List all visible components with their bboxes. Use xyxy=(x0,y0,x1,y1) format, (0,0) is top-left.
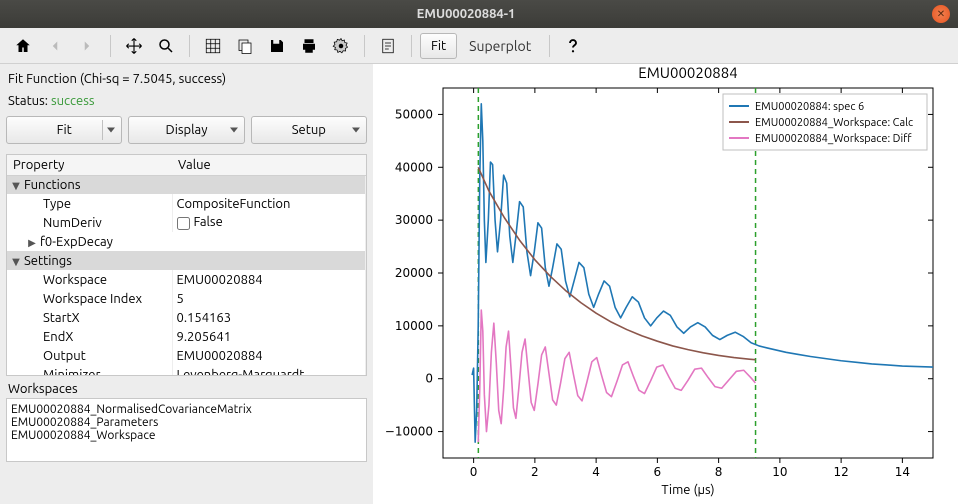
fit-dropdown-button[interactable]: Fit xyxy=(6,116,122,144)
prop-output-key[interactable]: Output xyxy=(7,346,172,365)
help-icon[interactable] xyxy=(558,31,588,61)
prop-workspace-val[interactable]: EMU00020884 xyxy=(172,270,366,289)
svg-text:30000: 30000 xyxy=(395,213,433,227)
pan-icon[interactable] xyxy=(119,31,149,61)
copy-icon[interactable] xyxy=(230,31,260,61)
fit-toolbar-button[interactable]: Fit xyxy=(420,33,457,59)
setup-dropdown-button[interactable]: Setup xyxy=(251,116,367,144)
grid-icon[interactable] xyxy=(198,31,228,61)
svg-text:2: 2 xyxy=(531,465,539,479)
prop-wsindex-val[interactable]: 5 xyxy=(172,289,366,308)
forward-icon xyxy=(72,31,102,61)
svg-text:10: 10 xyxy=(772,465,787,479)
superplot-button[interactable]: Superplot xyxy=(459,38,541,54)
prop-minimizer-key[interactable]: Minimizer xyxy=(7,365,172,376)
workspaces-label: Workspaces xyxy=(6,376,367,398)
zoom-icon[interactable] xyxy=(151,31,181,61)
fit-status: Status: success xyxy=(6,90,367,116)
home-icon[interactable] xyxy=(8,31,38,61)
script-icon[interactable] xyxy=(373,31,403,61)
workspaces-list[interactable]: EMU00020884_NormalisedCovarianceMatrix E… xyxy=(6,398,367,462)
svg-text:0: 0 xyxy=(425,372,433,386)
svg-text:6: 6 xyxy=(654,465,662,479)
prop-numderiv-key[interactable]: NumDeriv xyxy=(7,213,172,232)
print-icon[interactable] xyxy=(294,31,324,61)
settings-icon[interactable] xyxy=(326,31,356,61)
plot-area[interactable]: EMU00020884 0 2 4 6 8 10 12 14 −10000 0 10000 20000 3… xyxy=(373,64,958,504)
section-functions[interactable]: ▼ Functions xyxy=(7,175,366,194)
svg-text:50000: 50000 xyxy=(395,107,433,121)
svg-text:−10000: −10000 xyxy=(385,425,433,439)
prop-type-val[interactable]: CompositeFunction xyxy=(172,194,366,213)
workspace-item[interactable]: EMU00020884_Workspace xyxy=(11,429,362,442)
prop-numderiv-val[interactable]: False xyxy=(172,213,366,232)
chart[interactable]: EMU00020884 0 2 4 6 8 10 12 14 −10000 0 10000 20000 3… xyxy=(373,64,958,504)
window-title: EMU00020884-1 xyxy=(0,7,932,21)
svg-text:EMU00020884_Workspace: Calc: EMU00020884_Workspace: Calc xyxy=(755,117,913,129)
prop-startx-key[interactable]: StartX xyxy=(7,308,172,327)
svg-text:20000: 20000 xyxy=(395,266,433,280)
fit-function-summary: Fit Function (Chi-sq = 7.5045, success) xyxy=(6,68,367,90)
main-toolbar: Fit Superplot xyxy=(0,28,958,64)
prop-f0[interactable]: ▶ f0-ExpDecay xyxy=(7,232,366,251)
svg-text:Time (μs): Time (μs) xyxy=(661,483,714,497)
window-titlebar: EMU00020884-1 ✕ xyxy=(0,0,958,28)
svg-text:4: 4 xyxy=(592,465,600,479)
prop-wsindex-key[interactable]: Workspace Index xyxy=(7,289,172,308)
svg-text:10000: 10000 xyxy=(395,319,433,333)
svg-text:40000: 40000 xyxy=(395,160,433,174)
col-property[interactable]: Property xyxy=(7,155,172,175)
col-value[interactable]: Value xyxy=(172,155,366,175)
fit-panel: Fit Function (Chi-sq = 7.5045, success) … xyxy=(0,64,373,504)
status-label: Status: xyxy=(8,94,51,108)
numderiv-checkbox[interactable] xyxy=(177,217,190,230)
back-icon xyxy=(40,31,70,61)
prop-type-key[interactable]: Type xyxy=(7,194,172,213)
svg-text:0: 0 xyxy=(470,465,478,479)
prop-workspace-key[interactable]: Workspace xyxy=(7,270,172,289)
svg-text:EMU00020884_Workspace: Diff: EMU00020884_Workspace: Diff xyxy=(755,133,912,145)
prop-minimizer-val[interactable]: Levenberg-Marquardt xyxy=(172,365,366,376)
workspace-item[interactable]: EMU00020884_Parameters xyxy=(11,416,362,429)
section-settings[interactable]: ▼ Settings xyxy=(7,251,366,270)
prop-endx-val[interactable]: 9.205641 xyxy=(172,327,366,346)
prop-output-val[interactable]: EMU00020884 xyxy=(172,346,366,365)
svg-text:8: 8 xyxy=(715,465,723,479)
svg-text:EMU00020884: EMU00020884 xyxy=(638,64,737,81)
prop-startx-val[interactable]: 0.154163 xyxy=(172,308,366,327)
svg-text:14: 14 xyxy=(895,465,910,479)
svg-text:EMU00020884: spec 6: EMU00020884: spec 6 xyxy=(755,101,864,113)
status-value: success xyxy=(51,94,95,108)
save-icon[interactable] xyxy=(262,31,292,61)
window-close-button[interactable]: ✕ xyxy=(932,5,950,23)
prop-endx-key[interactable]: EndX xyxy=(7,327,172,346)
workspace-item[interactable]: EMU00020884_NormalisedCovarianceMatrix xyxy=(11,403,362,416)
svg-text:12: 12 xyxy=(833,465,848,479)
property-grid[interactable]: Property Value ▼ Functions TypeComposite… xyxy=(6,154,367,376)
display-dropdown-button[interactable]: Display xyxy=(128,116,244,144)
